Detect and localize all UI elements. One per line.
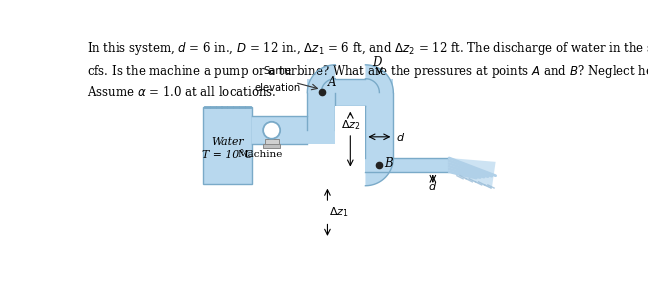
Bar <box>307 116 335 144</box>
Text: $\Delta z_1$: $\Delta z_1$ <box>329 205 349 219</box>
Bar <box>365 93 393 172</box>
Text: $\Delta z_2$: $\Delta z_2$ <box>340 118 360 132</box>
Circle shape <box>351 93 379 120</box>
Bar <box>264 139 279 144</box>
Circle shape <box>351 130 379 158</box>
Bar <box>307 79 393 106</box>
Text: $d$: $d$ <box>428 180 437 192</box>
Bar <box>393 158 449 172</box>
Bar <box>268 139 275 144</box>
Circle shape <box>263 122 280 139</box>
Text: B: B <box>384 157 393 170</box>
Polygon shape <box>307 65 335 93</box>
Bar <box>335 106 365 172</box>
Text: Same: Same <box>264 66 292 76</box>
Circle shape <box>321 93 349 120</box>
Text: $d$: $d$ <box>397 131 406 143</box>
Text: Water: Water <box>211 137 244 147</box>
Bar <box>263 144 280 148</box>
Text: A: A <box>327 76 336 89</box>
Polygon shape <box>365 65 393 93</box>
Polygon shape <box>449 158 496 189</box>
Text: D: D <box>373 57 382 69</box>
Polygon shape <box>365 158 393 186</box>
Bar <box>251 116 307 144</box>
Bar <box>203 107 251 184</box>
Bar <box>307 93 335 144</box>
Text: Machine: Machine <box>237 150 283 159</box>
Text: elevation: elevation <box>255 83 301 93</box>
Text: T = 10°C: T = 10°C <box>202 150 253 160</box>
Text: In this system, $d$ = 6 in., $D$ = 12 in., $\Delta z_1$ = 6 ft, and $\Delta z_2$: In this system, $d$ = 6 in., $D$ = 12 in… <box>87 40 648 99</box>
